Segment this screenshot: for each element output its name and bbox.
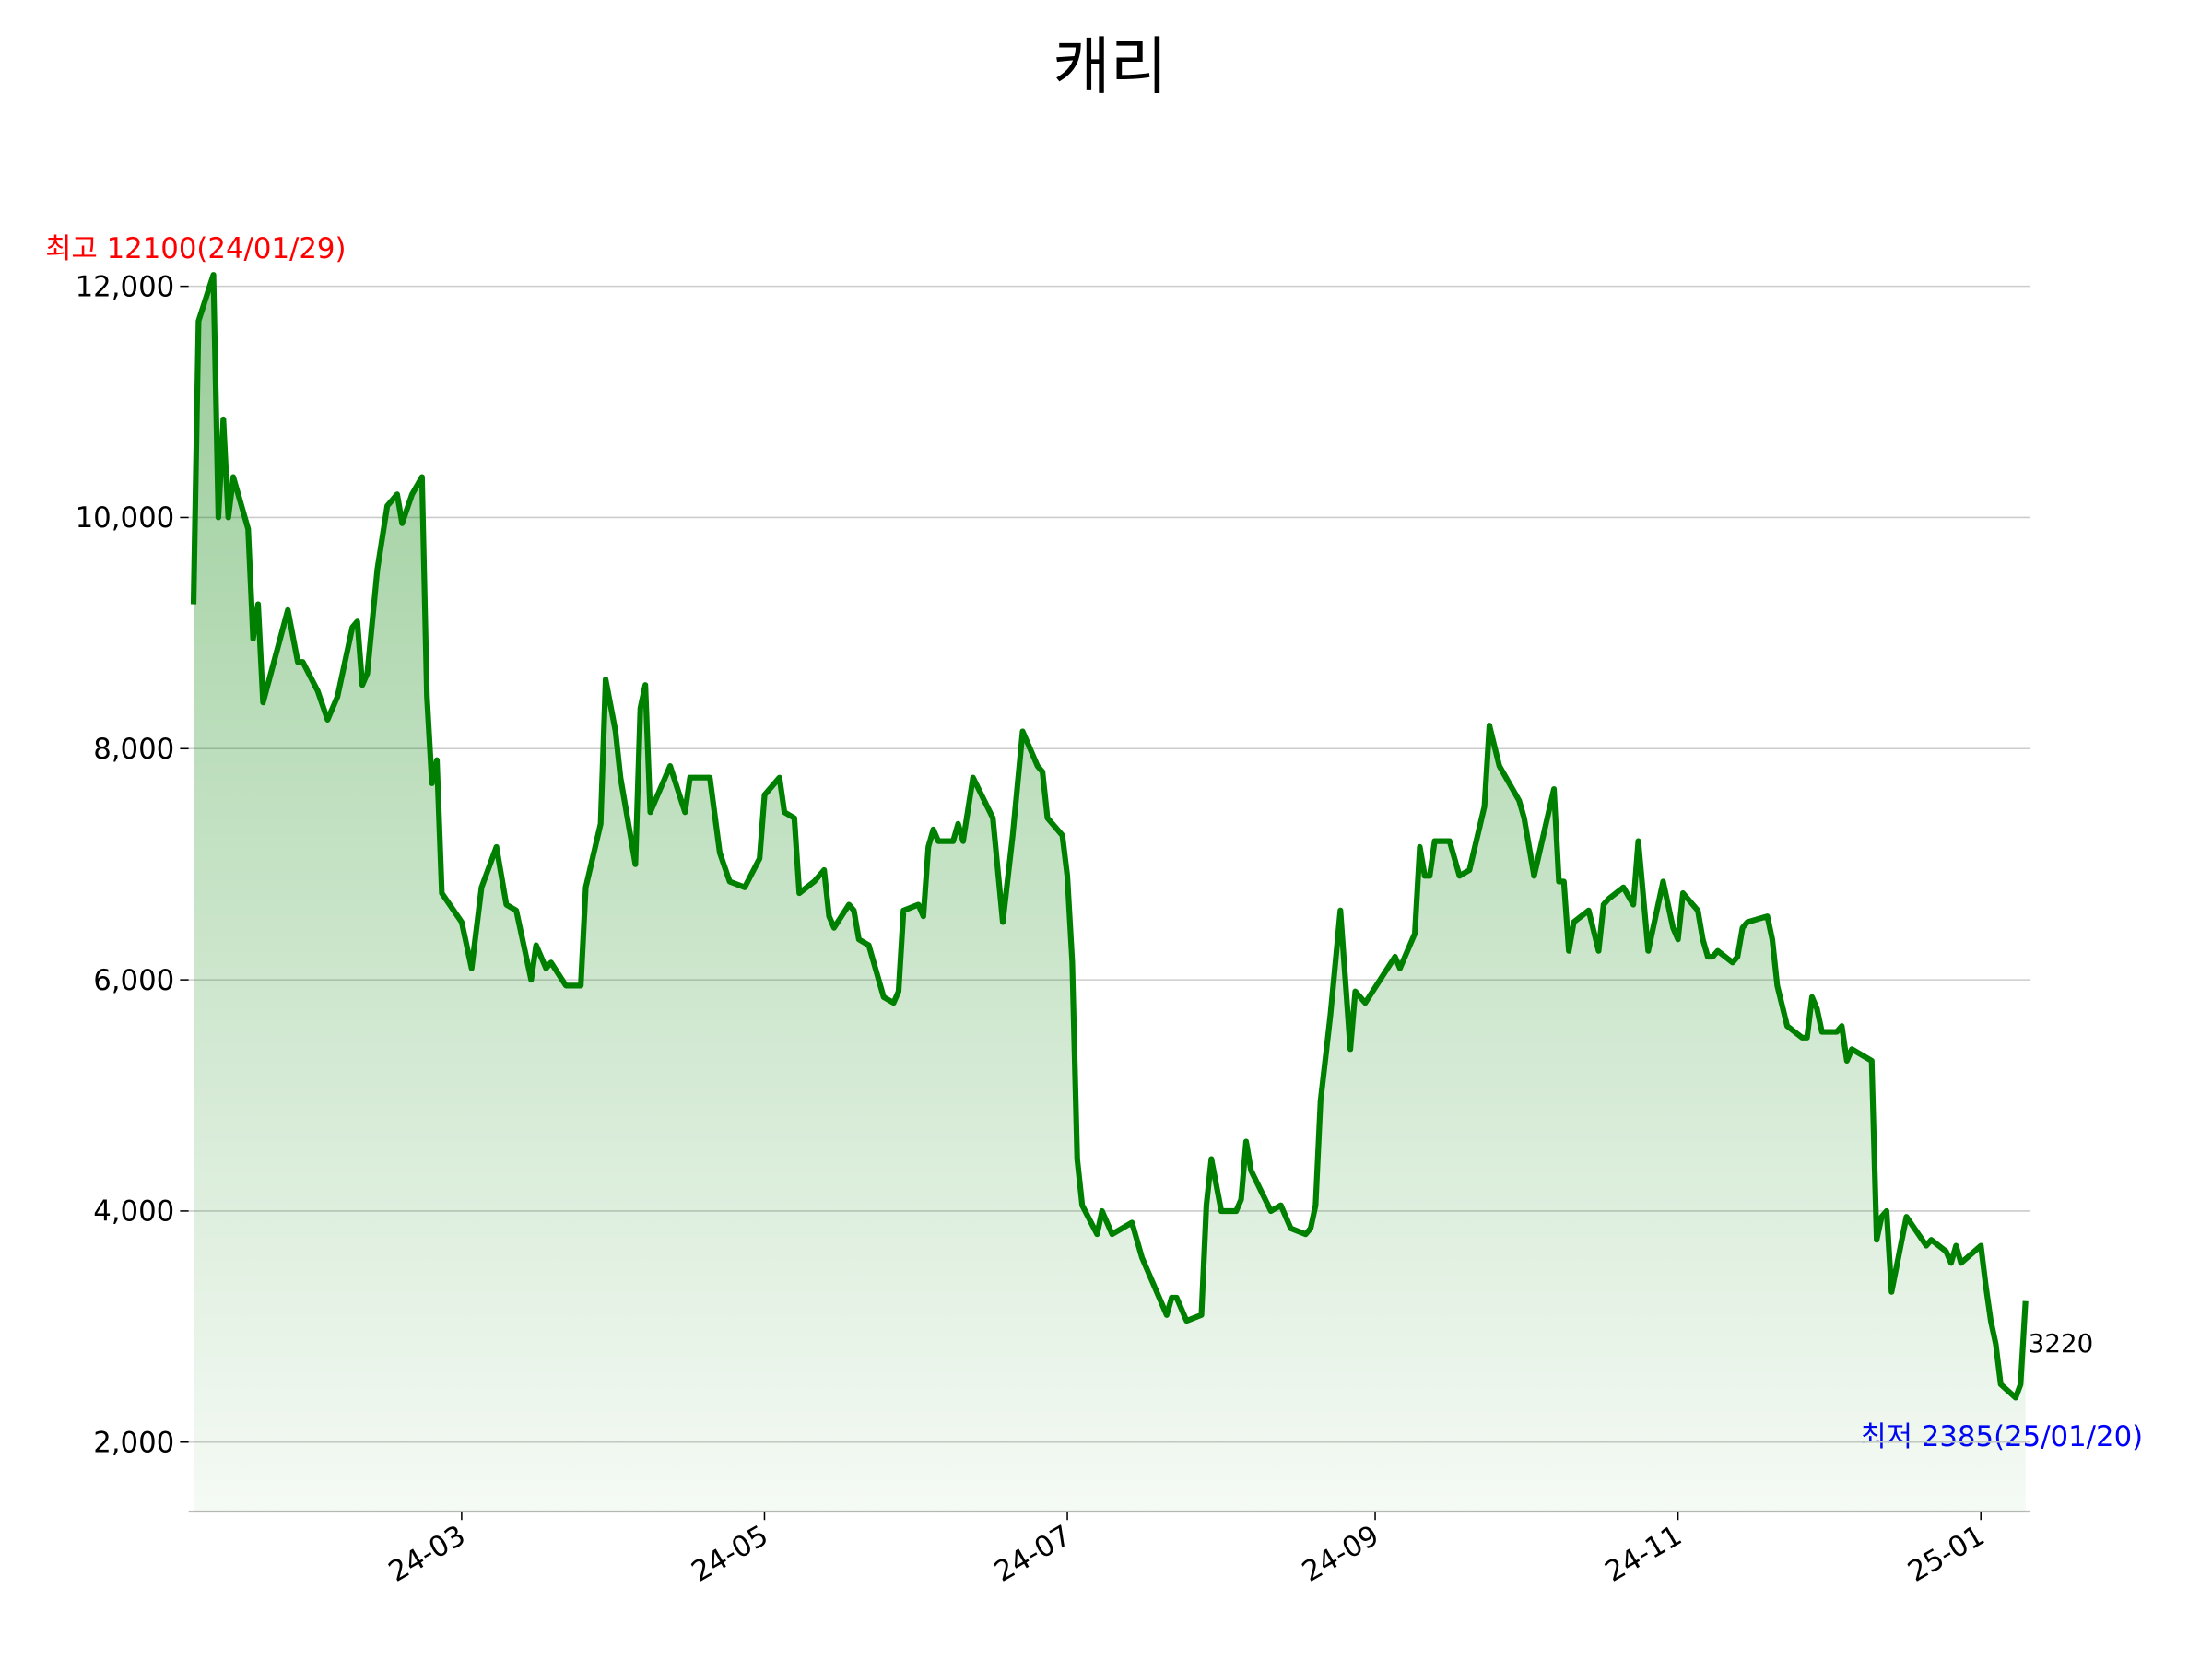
y-tick-label: 12,000 bbox=[76, 270, 175, 303]
area bbox=[194, 275, 2026, 1512]
y-tick-label: 10,000 bbox=[76, 501, 175, 535]
chart-title: 캐리 bbox=[1053, 29, 1168, 102]
x-tick-label: 24-05 bbox=[686, 1519, 773, 1589]
x-tick-label: 25-01 bbox=[1902, 1519, 1990, 1589]
y-tick-label: 2,000 bbox=[93, 1427, 174, 1460]
x-tick-label: 24-07 bbox=[989, 1519, 1077, 1589]
end-value-label: 3220 bbox=[2029, 1328, 2093, 1359]
y-tick-label: 4,000 bbox=[93, 1195, 174, 1229]
x-tick-label: 24-03 bbox=[383, 1519, 471, 1589]
line bbox=[190, 272, 2029, 1401]
y-tick-label: 8,000 bbox=[93, 733, 174, 766]
high-annotation: 최고 12100(24/01/29) bbox=[45, 232, 346, 265]
x-tick-label: 24-09 bbox=[1297, 1519, 1384, 1589]
y-tick-label: 6,000 bbox=[93, 964, 174, 997]
x-tick-label: 24-11 bbox=[1599, 1519, 1687, 1589]
